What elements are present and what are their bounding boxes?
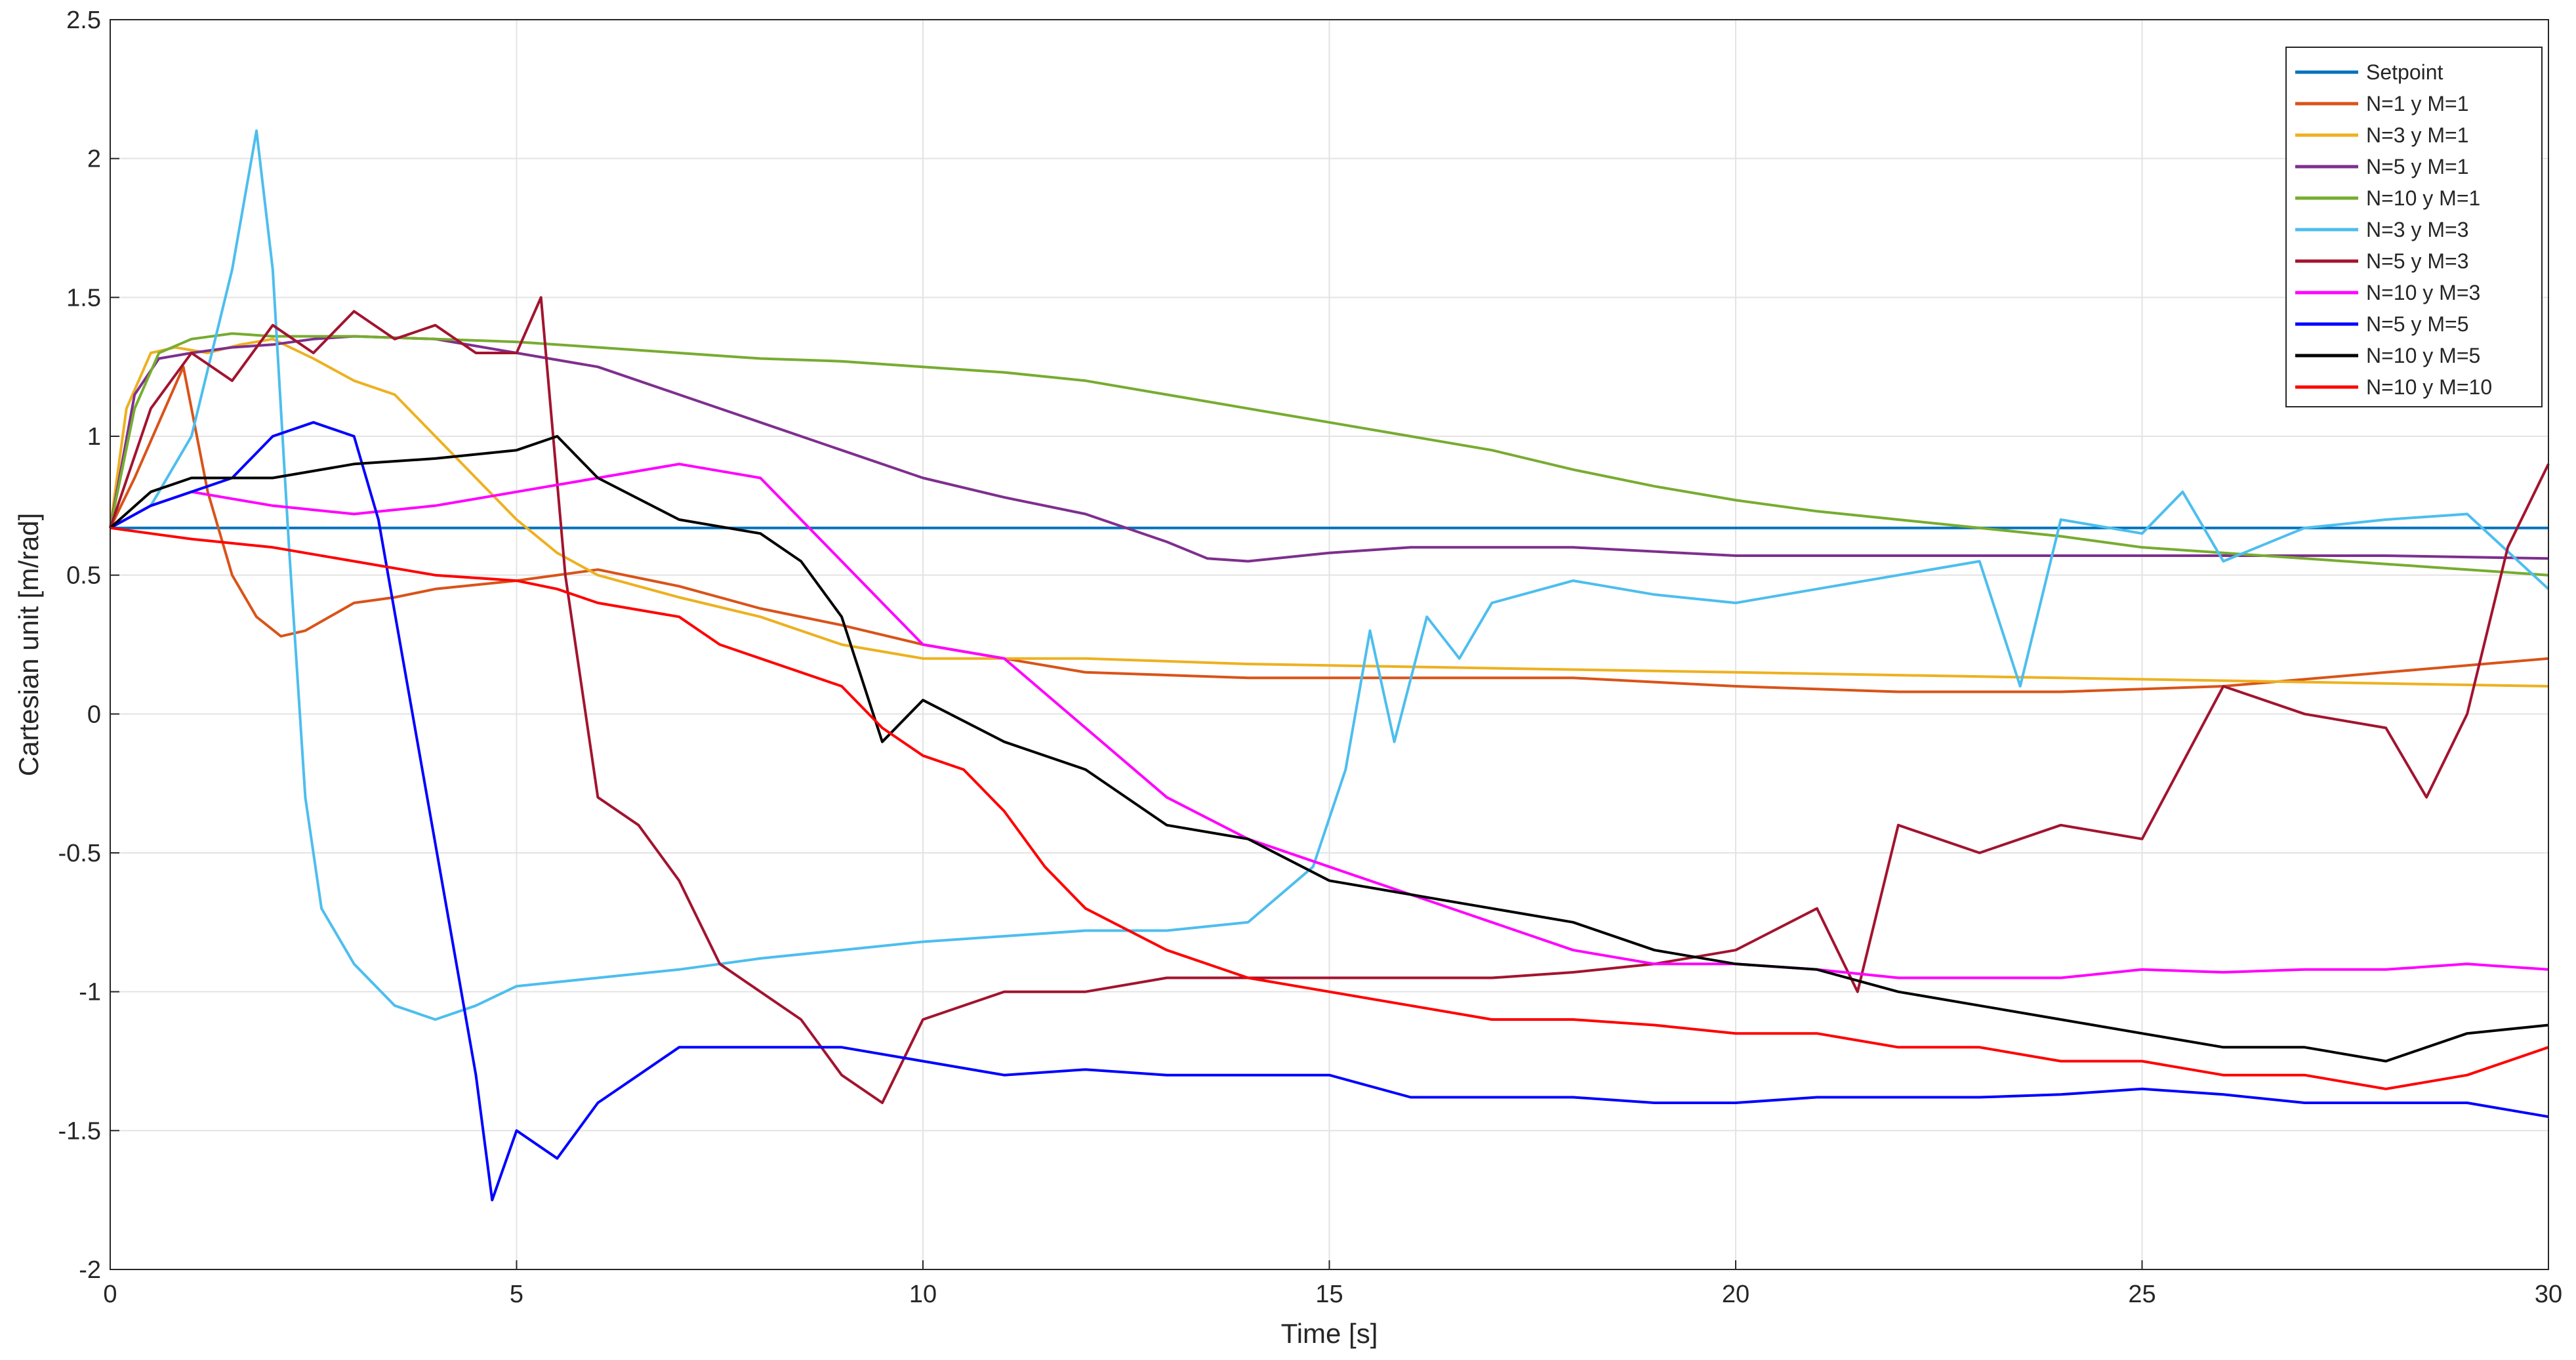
legend: Setpoint N=1 y M=1 N=3 y M=1 N=5 y M=1 N=10 … [2285, 47, 2543, 407]
series-line-n-5-y-m-3 [109, 296, 2550, 1104]
legend-entry: N=5 y M=1 [2366, 155, 2469, 178]
series-line-n-10-y-m-5 [109, 435, 2549, 1063]
legend-entry: N=5 y M=3 [2366, 249, 2469, 273]
legend-entry: N=10 y M=1 [2366, 186, 2480, 210]
legend-entry: N=3 y M=1 [2366, 123, 2469, 147]
series-line-n-10-y-m-1 [109, 332, 2549, 577]
legend-entry: N=10 y M=3 [2366, 281, 2480, 304]
y-tick-label: 1.5 [66, 284, 101, 312]
y-tick-label: -1 [79, 979, 101, 1006]
y-tick-label: -2 [79, 1256, 101, 1284]
y-axis-label: Cartesian unit [m/rad] [13, 513, 44, 777]
legend-entry: N=5 y M=5 [2366, 312, 2469, 336]
x-tick-label: 5 [510, 1281, 523, 1308]
legend-entry: N=1 y M=1 [2366, 92, 2469, 115]
y-tick-label: 0.5 [66, 562, 101, 590]
series-lines [109, 129, 2550, 1202]
legend-entry: Setpoint [2366, 60, 2443, 84]
y-tick-label: 2.5 [66, 7, 101, 34]
x-tick-label: 20 [1722, 1281, 1749, 1308]
legend-entry: N=3 y M=3 [2366, 218, 2469, 241]
x-tick-label: 30 [2535, 1281, 2562, 1308]
legend-entry: N=10 y M=5 [2366, 344, 2480, 367]
axis-ticks: 0 5 10 15 20 25 30 -2 -1.5 -1 -0.5 0 0.5 1 1.5 2 2.5 [58, 7, 2563, 1308]
series-line-n-10-y-m-10 [110, 526, 2549, 1090]
x-tick-label: 15 [1315, 1281, 1343, 1308]
legend-box [2285, 47, 2543, 407]
x-tick-label: 25 [2128, 1281, 2156, 1308]
x-tick-label: 10 [909, 1281, 937, 1308]
x-tick-label: 0 [103, 1281, 117, 1308]
series-line-n-5-y-m-5 [110, 421, 2549, 1202]
y-tick-label: 0 [87, 701, 101, 728]
y-tick-label: 1 [87, 423, 101, 451]
x-axis-label: Time [s] [1281, 1318, 1378, 1349]
series-line-n-3-y-m-3 [110, 129, 2550, 1021]
y-tick-label: -0.5 [58, 840, 101, 867]
legend-entry: N=10 y M=10 [2366, 375, 2492, 399]
y-tick-label: -1.5 [58, 1117, 101, 1145]
y-tick-label: 2 [87, 146, 101, 173]
series-line-n-1-y-m-1 [109, 365, 2549, 693]
